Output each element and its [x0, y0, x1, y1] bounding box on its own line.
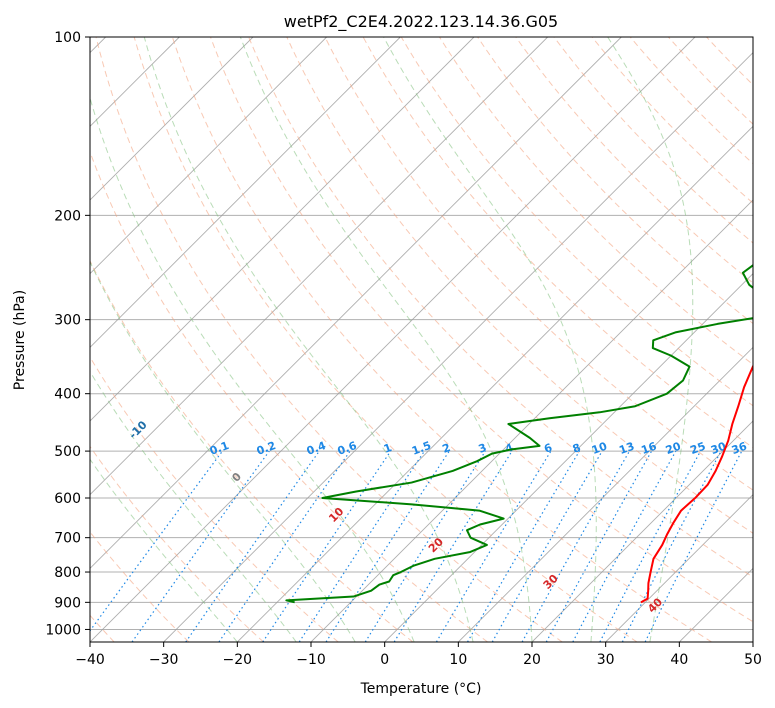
- x-tick-label: −10: [296, 652, 326, 668]
- moist-adiabat-line: [90, 370, 297, 642]
- mixing-ratio-label: 10: [590, 440, 609, 458]
- x-tick-label: −20: [223, 652, 253, 668]
- mixing-ratio-label: 0.4: [305, 439, 328, 458]
- mixing-ratio-line: [262, 450, 392, 642]
- moist-adiabat-line: [383, 37, 597, 642]
- mixing-ratio-label: 0.2: [255, 439, 278, 458]
- y-axis-title: Pressure (hPa): [12, 290, 28, 390]
- plot-area: 0.10.20.40.611.52346810131620253036-100-…: [90, 37, 753, 642]
- x-tick-label: −40: [75, 652, 105, 668]
- dry-adiabat-line: [210, 37, 753, 623]
- mixing-ratio-line: [572, 450, 677, 642]
- mixing-ratio-line: [466, 450, 580, 642]
- dry-adiabat-line: [90, 259, 414, 642]
- isotherm-line: [384, 273, 753, 642]
- isotherm-line: [90, 37, 254, 201]
- isotherm-line: [90, 37, 622, 569]
- moist-adiabat-line: [239, 37, 533, 642]
- y-tick-label: 900: [54, 595, 81, 611]
- mixing-ratio-label: 0.6: [336, 439, 359, 458]
- dry-adiabat-line: [95, 37, 563, 642]
- mixing-ratio-label: 1: [382, 441, 394, 456]
- dry-adiabat-line: [400, 37, 753, 407]
- y-tick-label: 200: [54, 208, 81, 224]
- y-tick-label: 500: [54, 444, 81, 460]
- x-tick-label: 20: [523, 652, 541, 668]
- x-axis: −40 −30 −20 −10 0 10 20 30 40 50: [75, 642, 762, 668]
- isotherm-line: [605, 494, 753, 642]
- plot-frame: [89, 36, 754, 643]
- y-tick-label: 600: [54, 491, 81, 507]
- mixing-ratio-label: 13: [617, 440, 636, 457]
- moist-adiabat-line: [607, 37, 694, 642]
- mixing-ratio-label: 20: [664, 440, 683, 458]
- mixing-ratio-line: [185, 450, 320, 642]
- x-tick-label: 50: [744, 652, 762, 668]
- mixing-ratio-line: [364, 450, 486, 642]
- dewpoint-profile-line: [285, 264, 753, 604]
- moist-adiabat-line: [90, 260, 356, 642]
- isotherm-line: [458, 346, 753, 642]
- y-tick-label: 800: [54, 565, 81, 581]
- mixing-ratio-label: 0.1: [208, 439, 231, 458]
- mixing-ratio-label: 16: [640, 440, 659, 458]
- mixing-ratio-label: 3: [477, 441, 489, 456]
- dry-adiabat-line: [171, 37, 712, 642]
- dry-adiabat-line: [324, 37, 753, 491]
- isotherm-line: [90, 37, 475, 422]
- mixing-ratio-label: 8: [571, 441, 583, 456]
- isotherm-line: [90, 37, 696, 642]
- mixing-ratio-line: [435, 450, 552, 642]
- dry-adiabat-line: [477, 37, 753, 325]
- mixing-ratio-label: 6: [542, 441, 554, 456]
- mixing-ratio-line: [298, 450, 425, 642]
- moist-adiabat-line: [90, 96, 415, 642]
- x-tick-label: 0: [380, 652, 389, 668]
- dry-adiabat-line: [90, 445, 264, 642]
- y-tick-label: 400: [54, 387, 81, 403]
- dry-adiabat-line: [515, 37, 753, 284]
- y-tick-label: 100: [54, 30, 81, 46]
- y-tick-label: 700: [54, 531, 81, 547]
- mixing-ratio-label: 2: [441, 441, 453, 456]
- y-tick-label: 1000: [45, 622, 81, 638]
- x-tick-label: 30: [597, 652, 615, 668]
- dry-adiabat-line: [362, 37, 753, 449]
- y-tick-label: 300: [54, 313, 81, 329]
- dry-adiabat-line: [591, 37, 753, 204]
- moist-adiabat-line: [90, 458, 238, 642]
- mixing-ratio-line: [218, 450, 351, 642]
- y-axis: 100 200 300 400 500 600 700 800 900 1000: [45, 30, 90, 638]
- chart-title: wetPf2_C2E4.2022.123.14.36.G05: [284, 12, 558, 32]
- dry-adiabat-line: [133, 37, 638, 642]
- isotherm-line: [90, 37, 401, 348]
- isotherm-line: [237, 125, 753, 642]
- dry-adiabat-line: [629, 37, 753, 165]
- x-tick-label: −30: [149, 652, 179, 668]
- mixing-ratio-line: [599, 450, 702, 642]
- isotherm-line: [531, 420, 753, 642]
- mixing-ratio-label: 25: [689, 440, 708, 457]
- mixing-ratio-line: [131, 450, 270, 642]
- x-tick-label: 40: [670, 652, 688, 668]
- mixing-ratio-line: [393, 450, 513, 642]
- moist-adiabat-line: [143, 37, 474, 642]
- dry-adiabat-line: [248, 37, 753, 578]
- mixing-ratio-label: 36: [730, 440, 749, 458]
- x-axis-title: Temperature (°C): [360, 681, 482, 697]
- isotherm-line: [90, 37, 548, 496]
- mixing-ratio-label: 4: [503, 441, 515, 456]
- mixing-ratio-label: 1.5: [410, 439, 433, 458]
- x-tick-label: 10: [449, 652, 467, 668]
- isotherm-line: [163, 52, 753, 642]
- isotherm-line: [90, 37, 327, 275]
- mixing-ratio-line: [325, 450, 450, 642]
